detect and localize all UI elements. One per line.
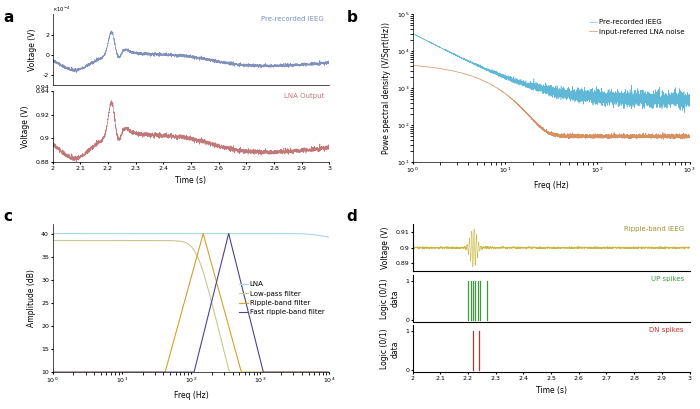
Ripple-band filter xyxy=(276,370,284,375)
LNA xyxy=(228,231,237,236)
Ripple-band filter xyxy=(214,288,223,292)
Low-pass filter xyxy=(99,238,107,243)
LNA xyxy=(214,231,223,236)
Input-referred LNA noise xyxy=(458,71,467,76)
Text: Pre-recorded iEEG: Pre-recorded iEEG xyxy=(261,16,324,22)
Text: UP spikes: UP spikes xyxy=(651,276,684,282)
Legend: LNA, Low-pass filter, Ripple-band filter, Fast ripple-band filter: LNA, Low-pass filter, Ripple-band filter… xyxy=(238,280,326,317)
Pre-recorded iEEG xyxy=(615,95,624,100)
LNA xyxy=(276,231,284,236)
LNA xyxy=(99,231,107,236)
Input-referred LNA noise xyxy=(409,63,417,68)
Y-axis label: Amplitude (dB): Amplitude (dB) xyxy=(27,269,36,327)
Text: d: d xyxy=(346,209,357,224)
Low-pass filter xyxy=(48,238,57,243)
Fast ripple-band filter xyxy=(326,370,334,375)
Fast ripple-band filter xyxy=(276,370,284,375)
Fast ripple-band filter xyxy=(214,271,223,276)
Input-referred LNA noise xyxy=(636,134,645,139)
Fast ripple-band filter xyxy=(225,231,233,236)
Line: Ripple-band filter: Ripple-band filter xyxy=(52,234,330,372)
Pre-recorded iEEG xyxy=(589,95,597,100)
Fast ripple-band filter xyxy=(228,247,237,252)
Low-pass filter xyxy=(326,370,334,375)
Ripple-band filter xyxy=(154,370,162,375)
Ripple-band filter xyxy=(199,231,207,236)
Low-pass filter xyxy=(154,238,162,243)
Fast ripple-band filter xyxy=(255,353,263,358)
Text: DN spikes: DN spikes xyxy=(650,327,684,333)
Input-referred LNA noise xyxy=(589,133,597,138)
Pre-recorded iEEG xyxy=(575,90,583,95)
Y-axis label: Voltage (V): Voltage (V) xyxy=(20,106,29,148)
Input-referred LNA noise xyxy=(685,133,694,138)
Line: Fast ripple-band filter: Fast ripple-band filter xyxy=(52,234,330,372)
X-axis label: Time (s): Time (s) xyxy=(536,386,566,395)
Pre-recorded iEEG xyxy=(680,110,689,115)
Text: $\times10^{-4}$: $\times10^{-4}$ xyxy=(52,5,71,14)
Y-axis label: Voltage (V): Voltage (V) xyxy=(28,29,37,71)
Y-axis label: Logic (0/1)
data: Logic (0/1) data xyxy=(380,278,400,319)
Input-referred LNA noise xyxy=(615,134,624,139)
Low-pass filter xyxy=(214,327,223,332)
Input-referred LNA noise xyxy=(514,103,523,108)
Text: Ripple-band iEEG: Ripple-band iEEG xyxy=(624,226,684,232)
Text: LNA Output: LNA Output xyxy=(284,93,324,99)
Input-referred LNA noise xyxy=(408,63,416,68)
Ripple-band filter xyxy=(99,370,107,375)
Legend: Pre-recorded iEEG, Input-referred LNA noise: Pre-recorded iEEG, Input-referred LNA no… xyxy=(587,18,686,36)
Low-pass filter xyxy=(228,370,237,375)
Pre-recorded iEEG xyxy=(685,94,694,99)
Fast ripple-band filter xyxy=(154,370,162,375)
Fast ripple-band filter xyxy=(99,370,107,375)
Input-referred LNA noise xyxy=(575,132,583,137)
Line: Input-referred LNA noise: Input-referred LNA noise xyxy=(412,65,690,139)
Text: 0.94: 0.94 xyxy=(36,85,50,90)
Ripple-band filter xyxy=(228,339,237,344)
Ripple-band filter xyxy=(326,370,334,375)
LNA xyxy=(255,231,263,236)
Ripple-band filter xyxy=(255,370,263,375)
Line: Pre-recorded iEEG: Pre-recorded iEEG xyxy=(412,33,690,112)
Input-referred LNA noise xyxy=(659,137,668,142)
X-axis label: Freq (Hz): Freq (Hz) xyxy=(533,180,568,189)
Fast ripple-band filter xyxy=(48,370,57,375)
Y-axis label: Voltage (V): Voltage (V) xyxy=(381,227,390,269)
X-axis label: Time (s): Time (s) xyxy=(176,176,206,185)
Pre-recorded iEEG xyxy=(408,31,416,36)
Line: LNA: LNA xyxy=(52,234,330,237)
Text: a: a xyxy=(4,10,14,25)
Line: Low-pass filter: Low-pass filter xyxy=(52,240,330,372)
Low-pass filter xyxy=(276,370,284,375)
X-axis label: Freq (Hz): Freq (Hz) xyxy=(174,391,209,400)
LNA xyxy=(48,231,57,236)
Y-axis label: Logic (0/1)
data: Logic (0/1) data xyxy=(380,328,400,369)
Low-pass filter xyxy=(225,370,234,375)
Pre-recorded iEEG xyxy=(458,56,467,61)
Y-axis label: Powe spectral density (V/Sqrt(Hz)): Powe spectral density (V/Sqrt(Hz)) xyxy=(382,22,391,154)
Low-pass filter xyxy=(255,370,263,375)
Pre-recorded iEEG xyxy=(636,97,645,102)
LNA xyxy=(326,235,334,240)
LNA xyxy=(154,231,162,236)
Text: b: b xyxy=(346,10,358,25)
Text: c: c xyxy=(4,209,13,224)
Pre-recorded iEEG xyxy=(514,80,523,85)
Ripple-band filter xyxy=(48,370,57,375)
